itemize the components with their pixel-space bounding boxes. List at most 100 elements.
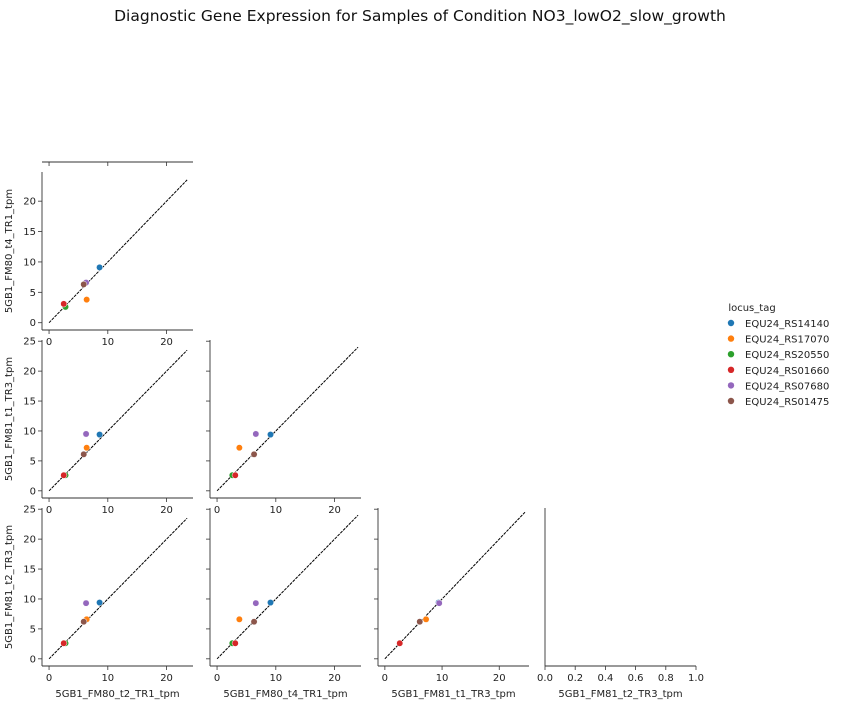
y-axis-label: 5GB1_FM81_t2_TR3_tpm [4, 525, 15, 649]
data-point [235, 444, 243, 452]
legend-marker [727, 351, 735, 358]
legend-marker [727, 397, 735, 405]
x-tick-label: 0.0 [537, 673, 553, 684]
y-tick-label: 10 [23, 426, 36, 437]
y-tick-label: 20 [23, 367, 36, 378]
identity-line [48, 517, 188, 660]
x-tick-label: 1.0 [688, 673, 704, 684]
data-point [80, 618, 88, 626]
legend-marker [727, 319, 735, 327]
data-point [435, 599, 443, 607]
x-tick-label: 0 [46, 673, 52, 684]
x-tick-label: 0.2 [567, 673, 583, 684]
scatter-panel: 0 10 20 0 5 10 15 20 25 5GB1_FM80_t2_TR1_tpm 5GB1_… [4, 505, 193, 700]
scatter-panel: 0 10 20 5GB1_FM80_t4_TR1_tpm [206, 508, 361, 700]
x-tick-label: 0.8 [658, 673, 674, 684]
data-point [267, 431, 274, 439]
y-tick-label: 25 [23, 505, 36, 516]
data-point [422, 615, 430, 623]
data-point [267, 599, 274, 607]
x-axis-label: 5GB1_FM80_t4_TR1_tpm [223, 689, 347, 700]
legend-label: EQU24_RS01475 [745, 397, 829, 408]
data-point [231, 471, 239, 479]
y-tick-label: 0 [30, 318, 36, 329]
y-tick-label: 5 [30, 288, 36, 299]
y-tick-label: 20 [23, 197, 36, 208]
x-tick-label: 10 [101, 337, 114, 348]
data-point [96, 599, 104, 607]
scatter-panel: 0 10 20 5GB1_FM81_t1_TR3_tpm [374, 508, 529, 700]
y-tick-label: 15 [23, 227, 36, 238]
data-point [82, 599, 90, 607]
data-point [96, 263, 104, 271]
figure-title: Diagnostic Gene Expression for Samples o… [114, 7, 726, 26]
x-axis-label: 5GB1_FM81_t1_TR3_tpm [391, 689, 515, 700]
legend-marker [727, 382, 735, 389]
data-point [416, 618, 424, 626]
data-point [83, 444, 91, 452]
scatter-panel: 0 10 20 0 5 10 15 20 25 5GB1_FM81_t1_TR3_tpm [4, 337, 193, 516]
y-tick-label: 0 [30, 486, 36, 497]
y-tick-label: 10 [23, 594, 36, 605]
y-tick-label: 15 [23, 397, 36, 408]
data-point [250, 450, 258, 458]
data-point [80, 450, 88, 458]
identity-line [48, 179, 188, 324]
data-point [250, 618, 258, 626]
x-axis-label: 5GB1_FM81_t2_TR3_tpm [558, 689, 682, 700]
x-tick-label: 0.6 [628, 673, 644, 684]
data-point [96, 431, 104, 439]
data-point [235, 615, 243, 623]
x-tick-label: 0 [382, 673, 388, 684]
legend-label: EQU24_RS14140 [745, 319, 829, 330]
x-tick-label: 10 [269, 505, 282, 516]
identity-line [384, 511, 526, 660]
legend-label: EQU24_RS17070 [745, 335, 829, 346]
x-tick-label: 0 [46, 337, 52, 348]
legend-label: EQU24_RS01660 [745, 366, 829, 377]
data-point [82, 430, 90, 438]
legend-label: EQU24_RS20550 [745, 350, 829, 361]
x-tick-label: 20 [160, 337, 173, 348]
x-tick-label: 10 [101, 673, 114, 684]
y-tick-label: 20 [23, 535, 36, 546]
scatter-panel: 0.0 0.2 0.4 0.6 0.8 1.0 5GB1_FM81_t2_TR3_tpm [537, 508, 704, 700]
legend-marker [727, 366, 735, 373]
x-tick-label: 10 [269, 673, 282, 684]
y-tick-label: 5 [30, 456, 36, 467]
x-tick-label: 10 [436, 673, 449, 684]
x-tick-label: 10 [101, 505, 114, 516]
legend: locus_tag EQU24_RS14140 EQU24_RS17070 EQU24… [727, 303, 829, 408]
y-tick-label: 15 [23, 565, 36, 576]
y-axis-label: 5GB1_FM80_t4_TR1_tpm [4, 189, 15, 313]
y-tick-label: 10 [23, 257, 36, 268]
x-tick-label: 20 [160, 505, 173, 516]
x-tick-label: 20 [493, 673, 506, 684]
x-tick-label: 20 [160, 673, 173, 684]
data-point [396, 639, 404, 647]
identity-line [216, 514, 359, 660]
data-point [60, 300, 68, 308]
y-tick-label: 0 [30, 654, 36, 665]
legend-marker [727, 335, 735, 342]
data-point [83, 296, 91, 304]
x-tick-label: 0 [214, 505, 220, 516]
y-tick-label: 5 [30, 624, 36, 635]
legend-title: locus_tag [728, 303, 775, 314]
data-point [252, 430, 260, 438]
data-point [80, 280, 88, 288]
x-tick-label: 20 [328, 505, 341, 516]
identity-line [48, 349, 188, 492]
y-axis-label: 5GB1_FM81_t1_TR3_tpm [4, 357, 15, 481]
data-point [60, 471, 68, 479]
y-tick-label: 25 [23, 337, 36, 348]
scatter-panel: 0 10 20 [206, 340, 361, 516]
data-point [60, 639, 68, 647]
x-tick-label: 20 [328, 673, 341, 684]
legend-label: EQU24_RS07680 [745, 381, 829, 392]
data-point [252, 599, 260, 607]
x-tick-label: 0.4 [597, 673, 613, 684]
x-tick-label: 0 [214, 673, 220, 684]
x-axis-label: 5GB1_FM80_t2_TR1_tpm [55, 689, 179, 700]
